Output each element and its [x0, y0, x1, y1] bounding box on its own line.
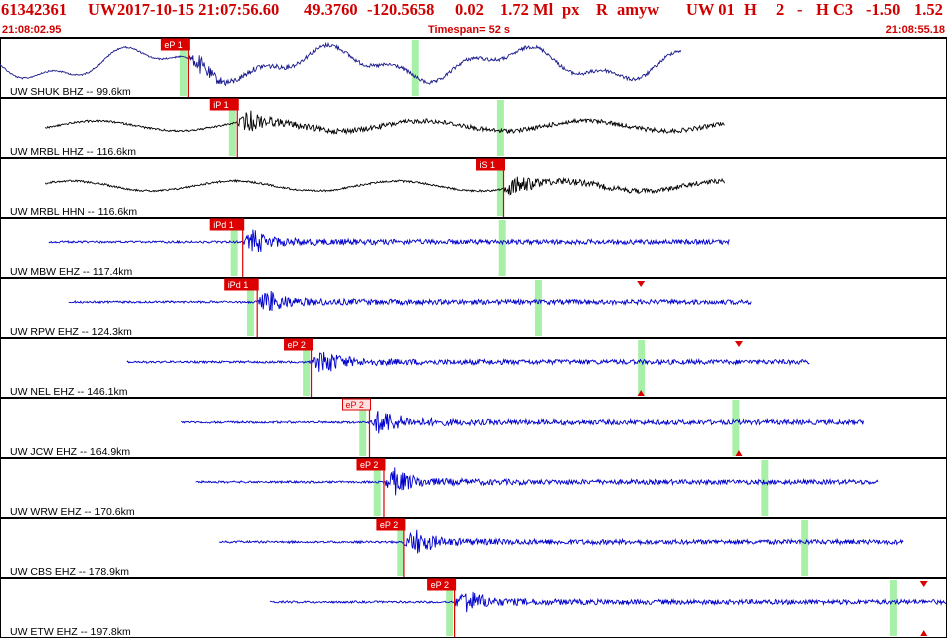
- marker-down-icon: [919, 581, 928, 587]
- arrival-band: [732, 400, 740, 456]
- value-1: -1.50: [866, 0, 901, 19]
- h-flag: H: [744, 0, 757, 19]
- pick-label-box[interactable]: [341, 398, 371, 411]
- arrival-band: [761, 460, 769, 516]
- pick-label-box[interactable]: [284, 338, 314, 351]
- event-header: 61342361 UW 2017-10-15 21:07:56.60 49.37…: [0, 0, 947, 20]
- value-2: 1.52: [914, 0, 943, 19]
- arrival-band: [411, 40, 419, 96]
- channel-panel: [0, 278, 947, 338]
- arrival-band: [496, 160, 504, 216]
- pick-label[interactable]: eP 2: [345, 400, 363, 410]
- marker-down-icon: [637, 281, 646, 287]
- channel-label: UW SHUK BHZ -- 99.6km: [10, 86, 131, 98]
- pick-label[interactable]: iP 1: [213, 100, 228, 110]
- pick-label[interactable]: eP 2: [288, 340, 306, 350]
- channel-panel: [0, 578, 947, 638]
- channel-label: UW CBS EHZ -- 178.9km: [10, 566, 129, 578]
- longitude: -120.5658: [367, 0, 435, 19]
- channel-label: UW MBW EHZ -- 117.4km: [10, 266, 133, 278]
- pick-label-box[interactable]: [476, 158, 506, 171]
- marker-up-icon: [920, 630, 928, 636]
- arrival-band: [373, 460, 381, 516]
- pick-label[interactable]: eP 2: [380, 520, 398, 530]
- channel-panel: [0, 338, 947, 398]
- quality: H C3: [816, 0, 854, 19]
- channel-label: UW MRBL HHN -- 116.6km: [10, 206, 137, 218]
- pick-label[interactable]: iPd 1: [213, 220, 234, 230]
- arrival-band: [446, 580, 454, 636]
- channel-panel: [0, 458, 947, 518]
- arrival-band: [889, 580, 897, 636]
- pick-label-box[interactable]: [376, 518, 406, 531]
- arrival-band: [246, 280, 254, 336]
- channel-label: UW RPW EHZ -- 124.3km: [10, 326, 132, 338]
- time-bar: 21:08:02.95 Timespan= 52 s 21:08:55.18: [0, 22, 947, 38]
- channel-label: UW WRW EHZ -- 170.6km: [10, 506, 135, 518]
- arrival-band: [228, 100, 236, 156]
- channel-panel: [0, 38, 947, 98]
- channel-label: UW NEL EHZ -- 146.1km: [10, 386, 128, 398]
- arrival-band: [303, 340, 311, 396]
- review-flag: R: [596, 0, 608, 19]
- waveform-trace: [218, 529, 904, 554]
- network: UW: [88, 0, 117, 19]
- dash: -: [797, 0, 803, 19]
- channel-panel: [0, 218, 947, 278]
- latitude: 49.3760: [304, 0, 358, 19]
- pick-label[interactable]: eP 1: [164, 40, 182, 50]
- waveform-trace: [195, 467, 879, 496]
- magnitude: 1.72 Ml: [500, 0, 554, 19]
- channel-label: UW ETW EHZ -- 197.8km: [10, 626, 131, 638]
- arrival-band: [397, 520, 405, 576]
- pick-label-box[interactable]: [224, 278, 259, 291]
- pick-label-box[interactable]: [209, 98, 239, 111]
- channel-label: UW JCW EHZ -- 164.9km: [10, 446, 130, 458]
- timespan: Timespan= 52 s: [428, 24, 511, 36]
- gap: 2: [776, 0, 785, 19]
- source: UW 01: [686, 0, 735, 19]
- event-id: 61342361: [1, 0, 67, 19]
- arrival-band: [534, 280, 542, 336]
- waveform-trace: [0, 41, 682, 87]
- marker-down-icon: [734, 341, 743, 347]
- pick-label[interactable]: iS 1: [480, 160, 496, 170]
- arrival-band: [496, 100, 504, 156]
- pick-label[interactable]: eP 2: [431, 580, 449, 590]
- pick-label[interactable]: eP 2: [360, 460, 378, 470]
- waveform-trace: [44, 110, 725, 136]
- marker-up-icon: [735, 450, 743, 456]
- arrival-band: [498, 220, 506, 276]
- arrival-band: [230, 220, 238, 276]
- origin-time: 2017-10-15 21:07:56.60: [117, 0, 280, 19]
- depth: 0.02: [455, 0, 484, 19]
- channel-label: UW MRBL HHZ -- 116.6km: [10, 146, 136, 158]
- marker-up-icon: [637, 390, 645, 396]
- waveform-trace: [48, 229, 730, 252]
- analyst: amyw: [617, 0, 660, 19]
- arrival-band: [179, 40, 187, 96]
- pick-label-box[interactable]: [160, 38, 190, 51]
- channel-panel: [0, 398, 947, 458]
- waveform-trace: [180, 411, 864, 434]
- waveform-trace: [44, 176, 725, 196]
- pick-label-box[interactable]: [209, 218, 245, 231]
- arrival-band: [638, 340, 646, 396]
- arrival-band: [801, 520, 809, 576]
- channel-panel: [0, 158, 947, 218]
- arrival-band: [359, 400, 367, 456]
- waveform-trace: [68, 290, 752, 312]
- event-type: px: [562, 0, 580, 19]
- end-time: 21:08:55.18: [885, 24, 945, 36]
- waveform-trace: [269, 591, 947, 613]
- start-time: 21:08:02.95: [2, 24, 62, 36]
- pick-label-box[interactable]: [427, 578, 457, 591]
- waveform-trace: [126, 351, 810, 372]
- pick-label-box[interactable]: [356, 458, 386, 471]
- pick-label[interactable]: iPd 1: [228, 280, 249, 290]
